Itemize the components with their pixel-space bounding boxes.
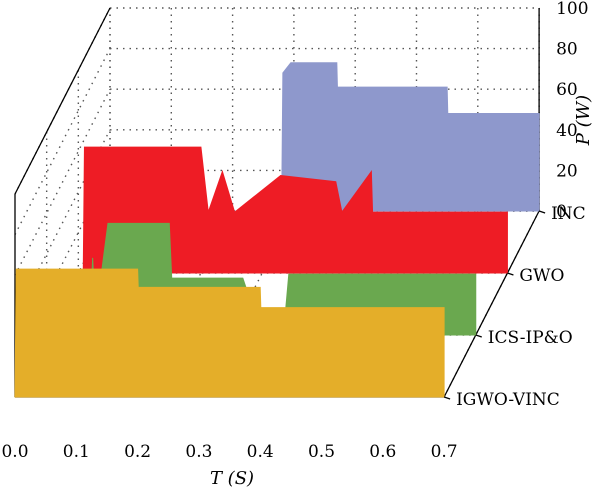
y-tick-label: 60 xyxy=(556,80,578,100)
tick-labels: 0.0 0.1 0.2 0.3 0.4 0.5 0.6 0.7 0 20 40 60 80 100 INC G… xyxy=(1,0,588,462)
grid-line-side xyxy=(14,170,111,357)
depth-category-label: ICS-IP&O xyxy=(488,328,573,348)
x-tick-label: 0.5 xyxy=(308,442,335,462)
grid-line-side xyxy=(14,48,111,235)
series-inc xyxy=(110,62,540,212)
depth-tick-mark xyxy=(538,210,546,214)
grid-line-side xyxy=(14,129,111,317)
y-axis-label: P (W) xyxy=(573,95,594,146)
depth-category-label: IGWO-VINC xyxy=(456,390,560,410)
y-tick-label: 40 xyxy=(556,121,578,141)
axis-line xyxy=(14,7,111,195)
x-tick-label: 0.2 xyxy=(124,442,151,462)
depth-category-label: INC xyxy=(551,204,586,224)
depth-tick-mark xyxy=(475,334,482,338)
x-tick-label: 0.4 xyxy=(247,442,274,462)
depth-tick-mark xyxy=(443,396,451,400)
y-tick-label: 100 xyxy=(556,0,588,19)
x-tick-label: 0.6 xyxy=(369,442,396,462)
x-tick-label: 0.1 xyxy=(63,442,90,462)
y-tick-label: 20 xyxy=(556,161,578,181)
depth-tick-mark xyxy=(507,272,514,276)
axis-labels: T (S) P (W) xyxy=(210,95,594,489)
series-group xyxy=(14,62,540,398)
grid-line-side xyxy=(14,88,111,276)
depth-category-label: GWO xyxy=(519,266,564,286)
x-tick-label: 0.3 xyxy=(185,442,212,462)
series-igwo-vinc xyxy=(14,268,445,398)
axis-line xyxy=(443,210,540,398)
y-tick-label: 80 xyxy=(556,40,578,60)
y-tick-label: 0 xyxy=(556,202,567,222)
x-tick-label: 0.7 xyxy=(431,442,458,462)
series-gwo xyxy=(78,146,508,274)
x-tick-label: 0.0 xyxy=(1,442,28,462)
x-axis-label: T (S) xyxy=(210,468,254,489)
